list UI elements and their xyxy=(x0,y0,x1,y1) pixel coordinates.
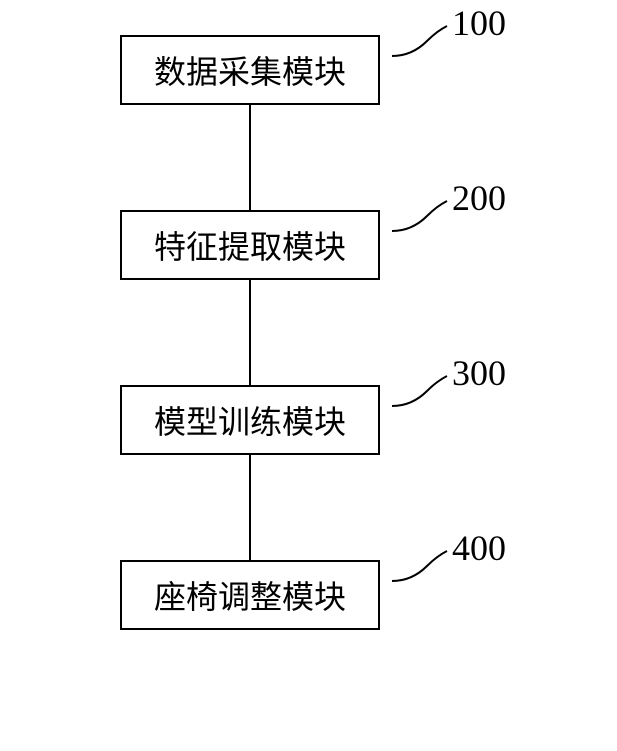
callout-label: 200 xyxy=(452,177,506,219)
node-data-collection: 数据采集模块 100 xyxy=(120,35,380,105)
connector-line xyxy=(249,105,251,210)
node-label: 模型训练模块 xyxy=(154,404,346,440)
node-seat-adjustment: 座椅调整模块 400 xyxy=(120,560,380,630)
node-label: 特征提取模块 xyxy=(154,229,346,265)
connector-line xyxy=(249,280,251,385)
node-feature-extraction: 特征提取模块 200 xyxy=(120,210,380,280)
node-label: 数据采集模块 xyxy=(154,54,346,90)
callout-line-icon xyxy=(392,551,452,581)
node-model-training: 模型训练模块 300 xyxy=(120,385,380,455)
callout-line-icon xyxy=(392,26,452,56)
callout-label: 400 xyxy=(452,527,506,569)
node-label: 座椅调整模块 xyxy=(154,579,346,615)
callout-line-icon xyxy=(392,201,452,231)
callout-line-icon xyxy=(392,376,452,406)
flowchart-diagram: 数据采集模块 100 特征提取模块 200 模型训练模块 xyxy=(120,35,520,630)
connector-line xyxy=(249,455,251,560)
callout-label: 300 xyxy=(452,352,506,394)
callout-label: 100 xyxy=(452,2,506,44)
